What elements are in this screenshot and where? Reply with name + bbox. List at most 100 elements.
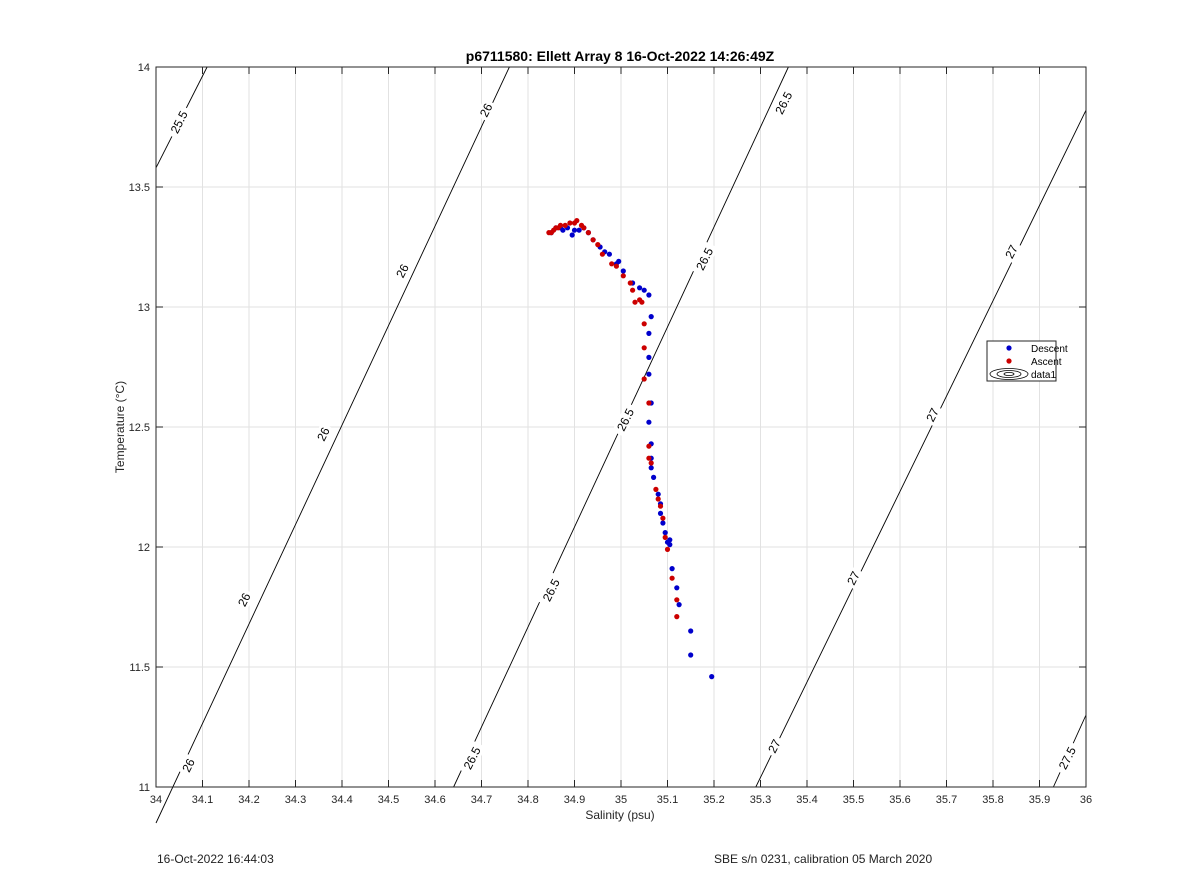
chart-title: p6711580: Ellett Array 8 16-Oct-2022 14:… — [466, 48, 775, 64]
contour-label: 27 — [844, 569, 863, 588]
x-tick-label: 34.7 — [471, 794, 492, 806]
contour-legend-icon — [996, 370, 1022, 378]
contour-label-background — [475, 98, 497, 122]
contour-label: 26 — [314, 425, 333, 444]
contour-label: 27 — [765, 737, 784, 756]
contour-label-group: 26 — [233, 588, 255, 612]
x-tick-label: 35.9 — [1029, 794, 1050, 806]
ascent-point — [646, 443, 652, 449]
ascent-point — [646, 455, 652, 461]
contour-label-group: 26 — [475, 98, 497, 122]
descent-point — [620, 268, 626, 274]
contour-label-background — [312, 422, 334, 446]
contour-label-background — [233, 588, 255, 612]
contour-label-group: 27 — [763, 734, 785, 758]
descent-point — [606, 251, 613, 257]
descent-point — [646, 354, 652, 360]
x-axis-label: Salinity (psu) — [585, 808, 654, 822]
x-tick-label: 34.8 — [517, 794, 538, 806]
y-tick-label: 11 — [139, 782, 150, 794]
ascent-point — [660, 515, 666, 521]
descent-point — [646, 371, 652, 377]
descent-point — [669, 566, 675, 572]
contour-label-group: 26.5 — [537, 572, 565, 608]
x-tick-label: 34.5 — [378, 794, 399, 806]
ascent-point — [646, 400, 652, 406]
descent-point — [569, 232, 575, 238]
ascent-point — [657, 503, 664, 509]
ascent-point — [655, 496, 661, 502]
contour-legend-icon — [989, 368, 1029, 380]
contour-label-group: 26.5 — [770, 85, 798, 121]
descent-point — [655, 491, 661, 497]
ascent-point — [653, 486, 659, 492]
x-tick-label: 34.2 — [238, 794, 259, 806]
x-tick-label: 34.1 — [192, 794, 213, 806]
ascent-point — [641, 345, 647, 351]
x-tick-label: 35.7 — [936, 794, 957, 806]
contour-label-background — [1053, 740, 1081, 776]
descent-legend-marker — [1006, 345, 1012, 351]
ascent-point — [627, 280, 633, 286]
ascent-point — [648, 460, 654, 466]
y-axis-label: Temperature (°C) — [113, 381, 127, 473]
contour-label-background — [178, 753, 200, 778]
legend-label: Ascent — [1031, 357, 1062, 368]
y-tick-label: 11.5 — [129, 662, 150, 674]
x-tick-label: 34.3 — [285, 794, 306, 806]
ascent-point — [669, 575, 675, 581]
contour-label: 26 — [235, 590, 254, 609]
x-tick-label: 35.8 — [982, 794, 1003, 806]
contour-label-group: 27 — [1001, 240, 1023, 264]
descent-point — [646, 419, 652, 425]
ascent-point — [571, 220, 578, 226]
contour-label: 26 — [179, 756, 198, 775]
legend-label: data1 — [1031, 370, 1056, 381]
ascent-point — [546, 230, 552, 236]
y-tick-label: 13 — [138, 302, 150, 314]
descent-point — [648, 465, 654, 471]
ascent-point — [630, 287, 636, 293]
descent-point — [576, 227, 582, 233]
contour-label-background — [391, 259, 414, 283]
ascent-point — [585, 230, 592, 236]
x-tick-label: 35.1 — [657, 794, 678, 806]
ascent-legend-marker — [1006, 358, 1012, 364]
descent-point — [688, 628, 694, 634]
ascent-point — [641, 321, 647, 327]
contour-label-group: 26 — [178, 753, 200, 778]
y-tick-label: 14 — [138, 62, 150, 74]
ascent-point — [632, 299, 638, 305]
ascent-point — [599, 251, 606, 257]
contour-legend-icon — [1003, 371, 1015, 376]
descent-point — [571, 227, 578, 233]
contour-label-group: 27.5 — [1053, 740, 1081, 776]
descent-point — [637, 285, 643, 291]
x-tick-label: 34.9 — [564, 794, 585, 806]
y-tick-label: 13.5 — [129, 182, 150, 194]
legend-box — [986, 340, 1057, 382]
x-tick-label: 34.6 — [424, 794, 445, 806]
legend: Descent Ascent data1 — [986, 340, 1068, 382]
x-tick-label: 35.3 — [750, 794, 771, 806]
ascent-point — [664, 546, 671, 553]
ascent-point — [578, 222, 585, 228]
contour-label-background — [1001, 240, 1023, 264]
ascent-point — [609, 261, 615, 267]
ascent-point — [562, 222, 568, 228]
descent-point — [648, 314, 654, 320]
descent-point — [674, 585, 680, 591]
contour-label-background — [165, 104, 193, 140]
axis-ticks: 34 34.1 34.2 34.3 34.4 34.5 34.6 34.7 34.8 34.9 35… — [129, 62, 1093, 806]
ascent-point — [590, 237, 596, 243]
x-tick-label: 35.2 — [703, 794, 724, 806]
contour-label-group: 27 — [922, 403, 944, 427]
contour-label: 26 — [477, 101, 496, 120]
x-tick-label: 35.6 — [889, 794, 910, 806]
contour-label-group: 25.5 — [165, 104, 193, 140]
contour-label-background — [612, 402, 640, 438]
footer-calibration-info: SBE s/n 0231, calibration 05 March 2020 — [714, 852, 933, 866]
data-markers — [546, 218, 715, 680]
descent-point — [709, 674, 715, 680]
